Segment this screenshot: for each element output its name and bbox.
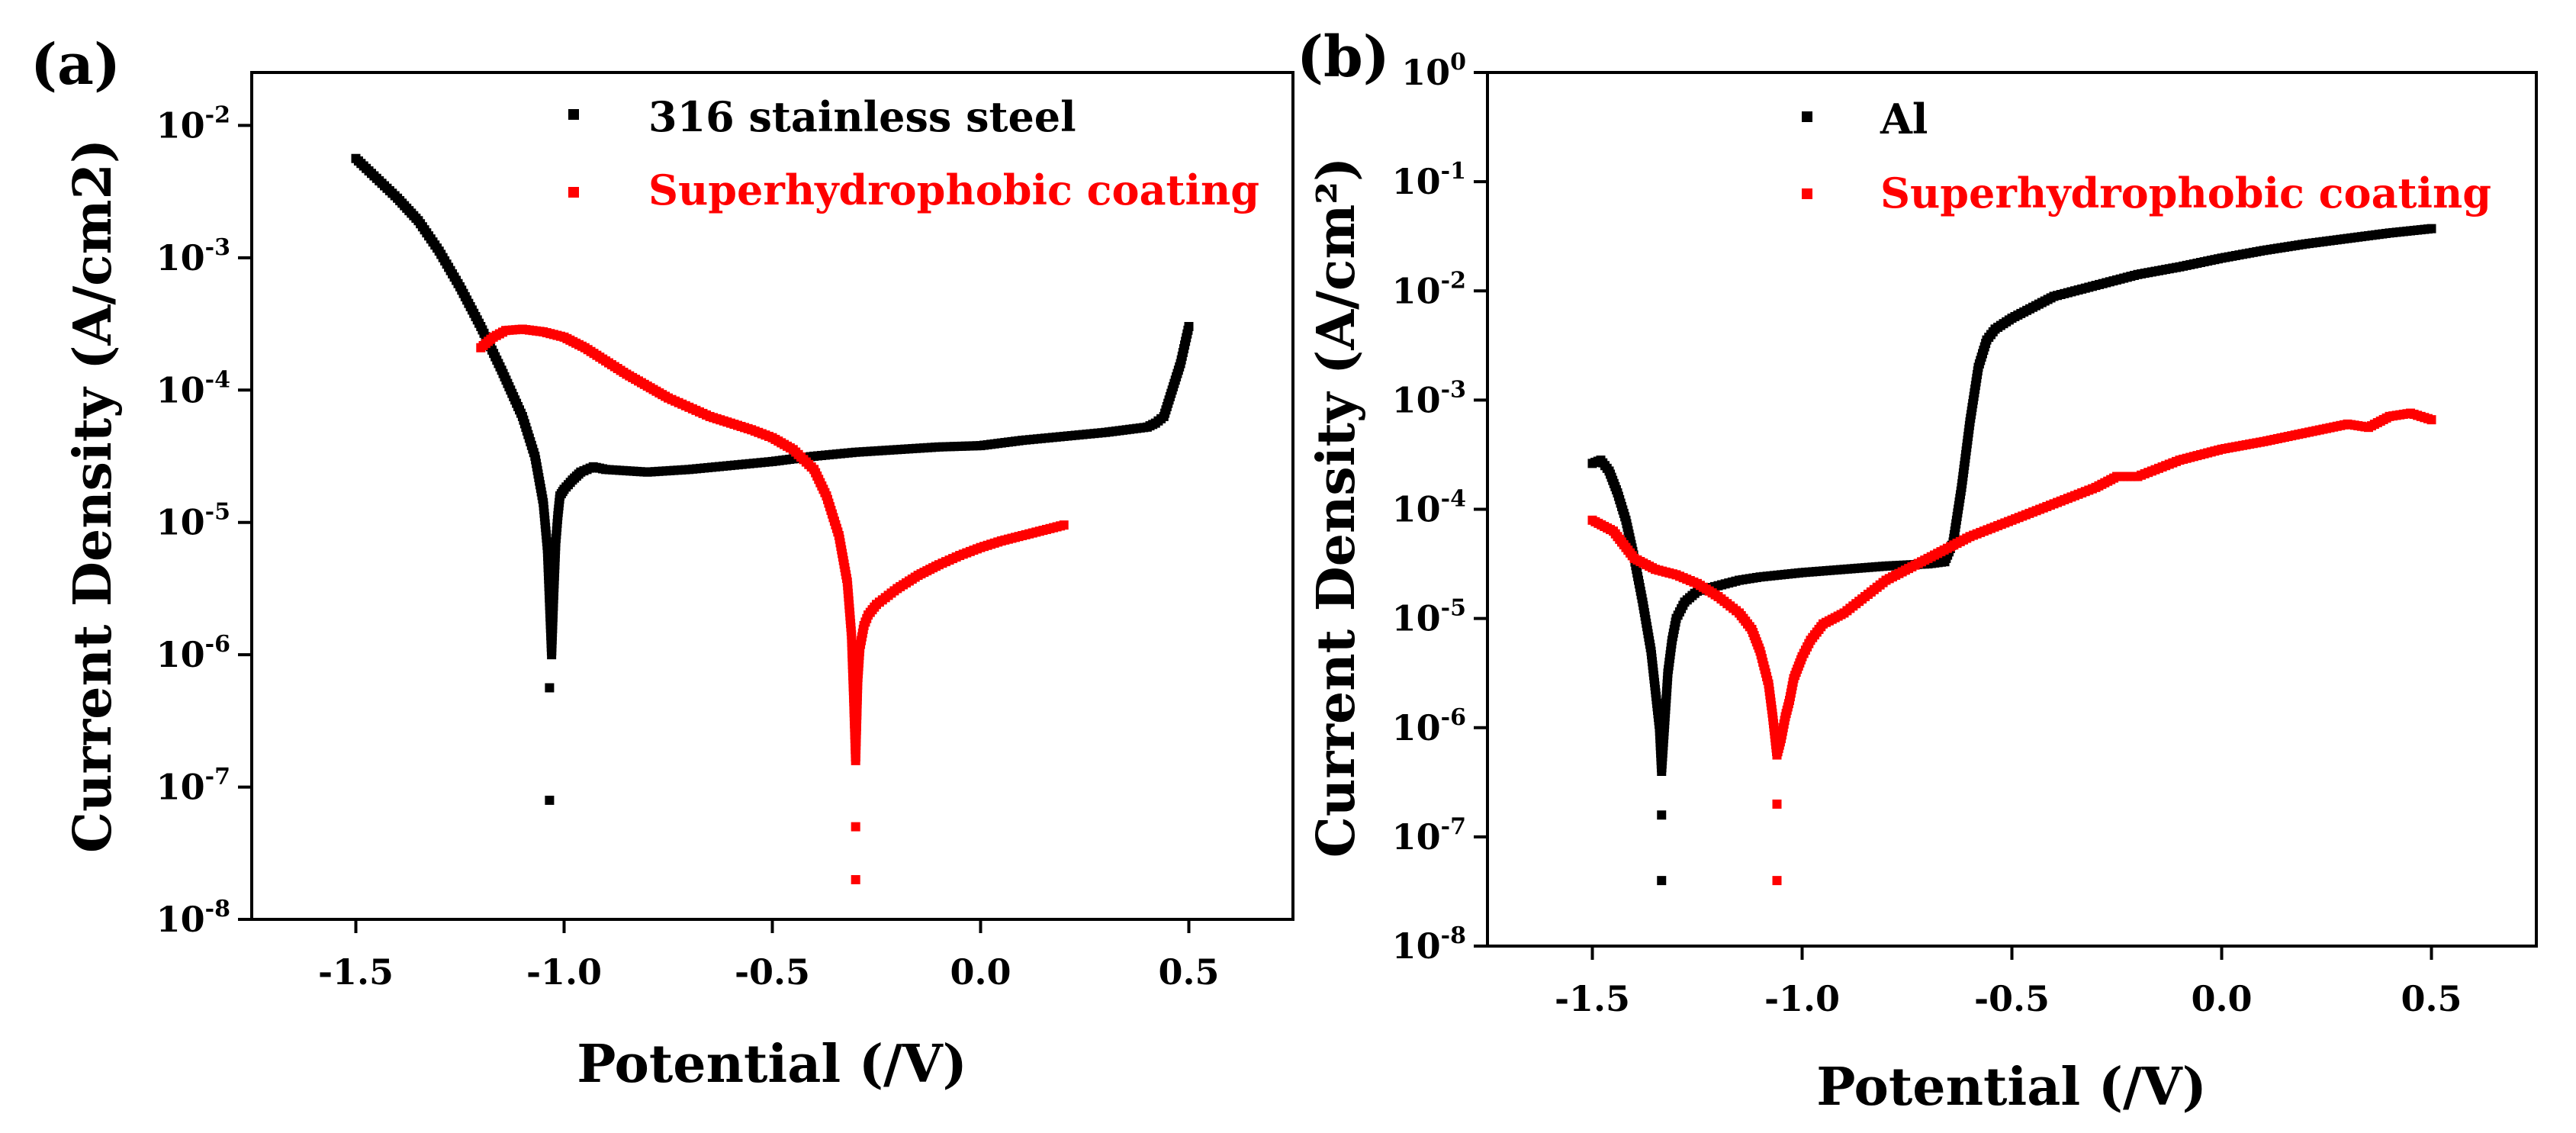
y-tick-label-a-3: 10-5	[156, 499, 230, 543]
data-series-b	[1587, 224, 2436, 886]
x-axis-title-a: Potential (/V)	[577, 1034, 967, 1095]
data-point	[1184, 322, 1194, 331]
y-tick-labels-b: 10-8 10-7 10-6 10-5 10-4 10-3 10-2 10-1 100	[1392, 49, 1466, 967]
y-tick-label-b-3: 10-5	[1392, 595, 1466, 639]
panel-label-a: (a)	[31, 32, 121, 98]
legend-marker-superhydrophobic-coating-b	[1802, 188, 1812, 199]
data-series-a	[351, 153, 1194, 884]
y-tick-label-b-8: 100	[1401, 49, 1466, 93]
y-axis-title-a: Current Density (A/cm2)	[63, 139, 124, 853]
legend-b: Al Superhydrophobic coating	[1802, 95, 2491, 217]
axis-ticks-b	[1474, 71, 2433, 960]
data-point-outlier	[1657, 876, 1667, 886]
y-tick-label-b-5: 10-3	[1392, 376, 1466, 420]
x-tick-label-b-2: -0.5	[1974, 978, 2050, 1019]
legend-marker-al	[1802, 111, 1812, 122]
x-tick-labels-b: -1.5 -1.0 -0.5 0.0 0.5	[1555, 978, 2462, 1019]
x-tick-label-b-0: -1.5	[1555, 978, 1630, 1019]
y-tick-label-b-1: 10-7	[1392, 813, 1466, 858]
data-point-outlier	[545, 795, 555, 805]
x-tick-label-a-0: -1.5	[318, 951, 394, 993]
data-point	[1059, 520, 1069, 530]
legend-a: 316 stainless steel Superhydrophobic coa…	[568, 92, 1259, 214]
y-tick-label-a-6: 10-2	[156, 101, 230, 146]
y-tick-label-b-7: 10-1	[1392, 158, 1466, 202]
data-point-outlier	[851, 874, 860, 884]
series-a-1	[476, 324, 1069, 884]
legend-label-al: Al	[1880, 95, 1928, 143]
y-tick-label-b-6: 10-2	[1392, 267, 1466, 311]
y-tick-label-a-2: 10-6	[156, 631, 230, 675]
x-tick-label-b-4: 0.5	[2401, 978, 2462, 1019]
x-tick-label-a-1: -1.0	[526, 951, 602, 993]
series-b-1	[1587, 408, 2436, 886]
axis-ticks-a	[238, 124, 1191, 933]
data-point-outlier	[545, 683, 555, 693]
data-point-outlier	[1657, 810, 1667, 820]
panel-label-b: (b)	[1297, 24, 1390, 90]
data-point	[2426, 415, 2436, 425]
y-tick-label-a-5: 10-3	[156, 234, 230, 278]
x-tick-label-a-3: 0.0	[950, 951, 1011, 993]
x-tick-labels-a: -1.5 -1.0 -0.5 0.0 0.5	[318, 951, 1220, 993]
legend-label-superhydrophobic-coating-a: Superhydrophobic coating	[648, 166, 1259, 214]
x-tick-label-b-1: -1.0	[1764, 978, 1840, 1019]
y-tick-label-a-1: 10-7	[156, 764, 230, 808]
data-point-outlier	[1772, 876, 1782, 886]
legend-marker-316-stainless-steel	[568, 109, 579, 120]
data-point-outlier	[1772, 799, 1782, 809]
x-tick-label-a-4: 0.5	[1158, 951, 1219, 993]
data-point	[2426, 224, 2436, 233]
y-tick-label-a-4: 10-4	[156, 366, 230, 410]
data-point-outlier	[851, 822, 860, 832]
series-b-0	[1587, 224, 2436, 886]
x-tick-label-b-3: 0.0	[2191, 978, 2252, 1019]
x-axis-title-b: Potential (/V)	[1816, 1057, 2207, 1118]
legend-label-superhydrophobic-coating-b: Superhydrophobic coating	[1880, 169, 2491, 217]
series-a-0	[351, 153, 1194, 805]
x-tick-label-a-2: -0.5	[735, 951, 810, 993]
chart-panel-b: (b) -1.5 -1.0 -0.5 0.0 0.5 10-810-710-610-51…	[1297, 24, 2538, 1118]
legend-label-316-stainless-steel: 316 stainless steel	[648, 92, 1076, 141]
y-tick-label-a-0: 10-8	[156, 896, 230, 940]
y-tick-labels-a: 10-8 10-7 10-6 10-5 10-4 10-3 10-2	[156, 101, 230, 940]
y-tick-label-b-0: 10-8	[1392, 922, 1466, 967]
y-tick-label-b-2: 10-6	[1392, 704, 1466, 748]
chart-panel-a: (a) -1.5 -1.0 -0.5 0.0 0.5 10-810-710-610-51…	[31, 32, 1294, 1095]
y-axis-title-b: Current Density (A/cm²)	[1306, 157, 1367, 858]
legend-marker-superhydrophobic-coating-a	[568, 187, 579, 198]
y-tick-label-b-4: 10-4	[1392, 486, 1466, 530]
